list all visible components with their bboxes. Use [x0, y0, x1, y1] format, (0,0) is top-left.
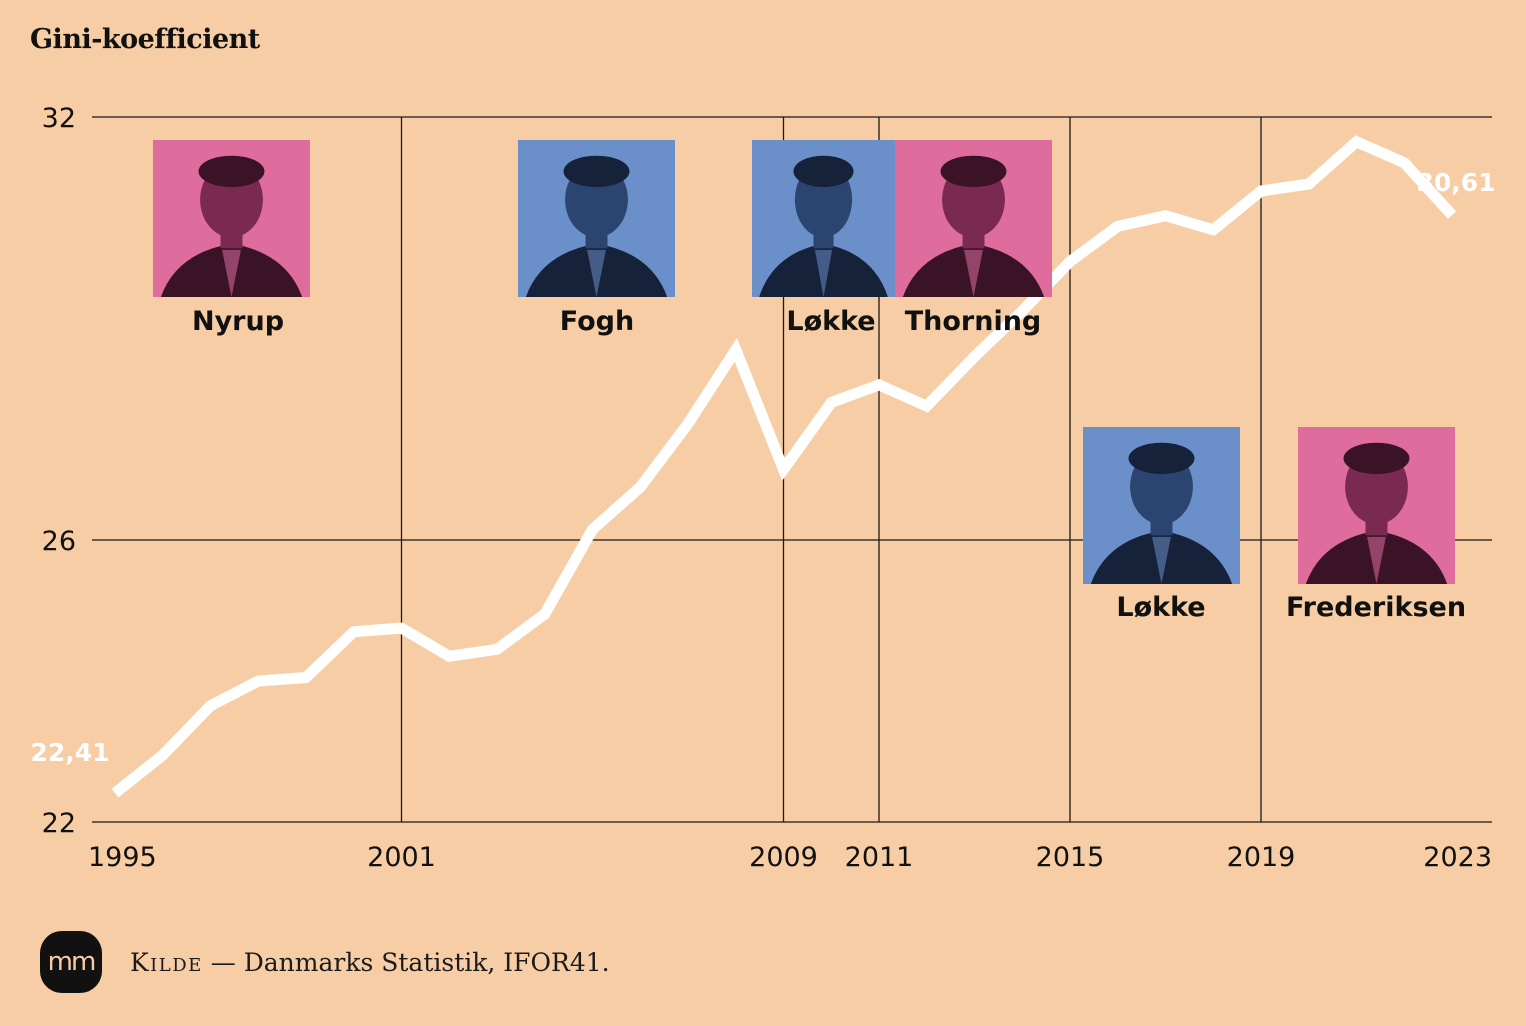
portrait-lokke-2 — [1083, 427, 1240, 584]
x-tick-label-2011: 2011 — [845, 842, 914, 873]
data-label-1995: 22,41 — [30, 738, 109, 767]
series-line — [111, 135, 1457, 798]
portrait-thorning — [895, 140, 1052, 297]
x-tick-label-1995: 1995 — [88, 842, 157, 873]
x-tick-label-2001: 2001 — [367, 842, 436, 873]
portrait-label-fogh: Fogh — [559, 306, 635, 337]
data-label-2023: 30,61 — [1416, 168, 1495, 197]
x-tick-label-2019: 2019 — [1227, 842, 1296, 873]
x-tick-label-2015: 2015 — [1036, 842, 1105, 873]
y-axis-title: Gini-koefficient — [30, 24, 260, 55]
source-text: — Danmarks Statistik, IFOR41. — [202, 947, 610, 977]
portrait-lokke-1 — [752, 140, 895, 297]
portrait-label-thorning: Thorning — [904, 306, 1042, 337]
source-label: Kilde — [130, 947, 203, 977]
brand-logo: mm — [40, 931, 102, 993]
portrait-label-lokke-1: Løkke — [786, 306, 876, 337]
y-tick-label-22: 22 — [42, 808, 76, 839]
source-note: Kilde — Danmarks Statistik, IFOR41. — [130, 948, 610, 977]
portrait-label-lokke-2: Løkke — [1116, 592, 1206, 623]
x-tick-label-2009: 2009 — [749, 842, 818, 873]
portrait-nyrup — [153, 140, 310, 297]
y-tick-label-26: 26 — [42, 526, 76, 557]
portrait-label-frederiksen: Frederiksen — [1285, 592, 1467, 623]
x-tick-label-2023: 2023 — [1423, 842, 1492, 873]
portrait-fogh — [518, 140, 675, 297]
y-tick-label-32: 32 — [42, 103, 76, 134]
portrait-frederiksen — [1298, 427, 1455, 584]
footer: mm Kilde — Danmarks Statistik, IFOR41. — [40, 930, 610, 994]
portrait-label-nyrup: Nyrup — [191, 306, 285, 337]
